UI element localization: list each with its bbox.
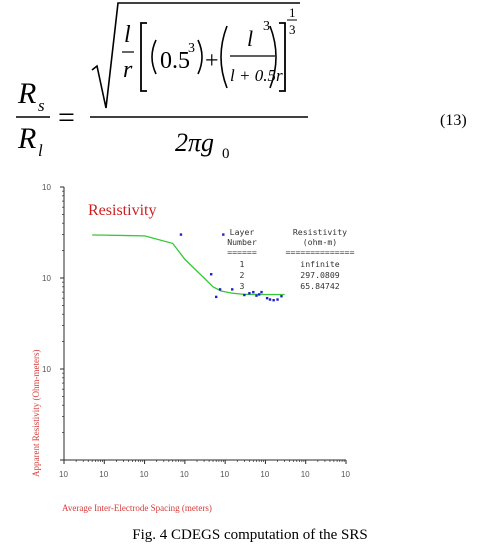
data-point [209, 273, 213, 276]
data-point [257, 293, 261, 296]
main-denominator-sub: 0 [222, 146, 230, 162]
x-axis-label: Average Inter-Electrode Spacing (meters) [62, 503, 212, 513]
y-tick-label: 10 [42, 365, 51, 374]
data-point [222, 233, 225, 236]
lhs-denominator-sub: l [38, 141, 43, 160]
table-header-unit: Number [227, 237, 257, 247]
inner-exp: 3 [263, 19, 270, 34]
table-cell: infinite [300, 259, 340, 269]
outer-exp-denominator: 3 [289, 22, 296, 37]
equals-sign: = [58, 101, 75, 134]
x-tick-label: 10 [301, 470, 310, 479]
table-header-unit: (ohm-m) [303, 237, 338, 247]
figure-caption: Fig. 4 CDEGS computation of the SRS [132, 527, 368, 543]
data-point [276, 298, 279, 301]
x-tick-label: 10 [220, 470, 229, 479]
inner-numerator: l [247, 26, 253, 51]
x-tick-label: 10 [341, 470, 350, 479]
y-tick-label: 10 [42, 183, 51, 192]
root-l: l [124, 22, 131, 48]
x-tick-label: 10 [140, 470, 149, 479]
main-denominator: 2πg [175, 128, 214, 157]
table-cell: 3 [240, 281, 245, 291]
data-point [248, 292, 251, 295]
data-point [252, 290, 255, 294]
table-header: Layer [230, 227, 255, 237]
right-square-bracket [279, 22, 286, 92]
data-point [260, 290, 263, 294]
root-r: r [123, 57, 133, 83]
left-paren-a [151, 39, 157, 75]
x-tick-label: 10 [59, 470, 68, 479]
y-axis-label: Apparent Resistivity (Ohm-meters) [31, 350, 41, 477]
table-cell: 1 [240, 259, 245, 269]
right-paren-b [269, 25, 277, 89]
outer-exp-numerator: 1 [289, 5, 296, 20]
equation-number: (13) [440, 112, 467, 129]
data-point [280, 295, 283, 298]
inner-denominator: l + 0.5r [230, 66, 283, 85]
x-tick-label: 10 [180, 470, 189, 479]
table-cell: 297.0809 [300, 270, 340, 280]
sqrt-sign [91, 2, 300, 109]
lhs-denominator: R [17, 122, 36, 155]
data-point [179, 233, 183, 236]
data-point [272, 299, 275, 302]
data-point [265, 296, 269, 300]
table-cell: 65.84742 [300, 281, 340, 291]
x-tick-label: 10 [99, 470, 108, 479]
y-tick-label: 10 [42, 274, 51, 283]
plus-sign: + [205, 48, 219, 74]
x-tick-label: 10 [260, 470, 269, 479]
term-a: 0.5 [160, 48, 190, 74]
chart-title: Resistivity [88, 202, 156, 219]
left-paren-b [220, 25, 228, 89]
left-square-bracket [140, 22, 147, 92]
table-separator: ============== [285, 247, 354, 257]
formula-13: R s R l = l r 0.5 3 + l l + 0.5r 3 1 3 2… [16, 2, 308, 162]
data-point [268, 298, 272, 301]
table-separator: ====== [227, 247, 257, 257]
table-header: Resistivity [293, 227, 347, 237]
table-cell: 2 [240, 270, 245, 280]
data-point [255, 294, 258, 297]
lhs-numerator: R [17, 77, 36, 110]
term-a-exp: 3 [188, 41, 195, 56]
fitted-curve [92, 234, 285, 296]
right-paren-a [197, 39, 203, 75]
data-point [231, 288, 234, 291]
data-point [243, 293, 246, 297]
lhs-numerator-sub: s [38, 96, 45, 115]
data-point [218, 288, 222, 291]
data-point [215, 295, 218, 299]
